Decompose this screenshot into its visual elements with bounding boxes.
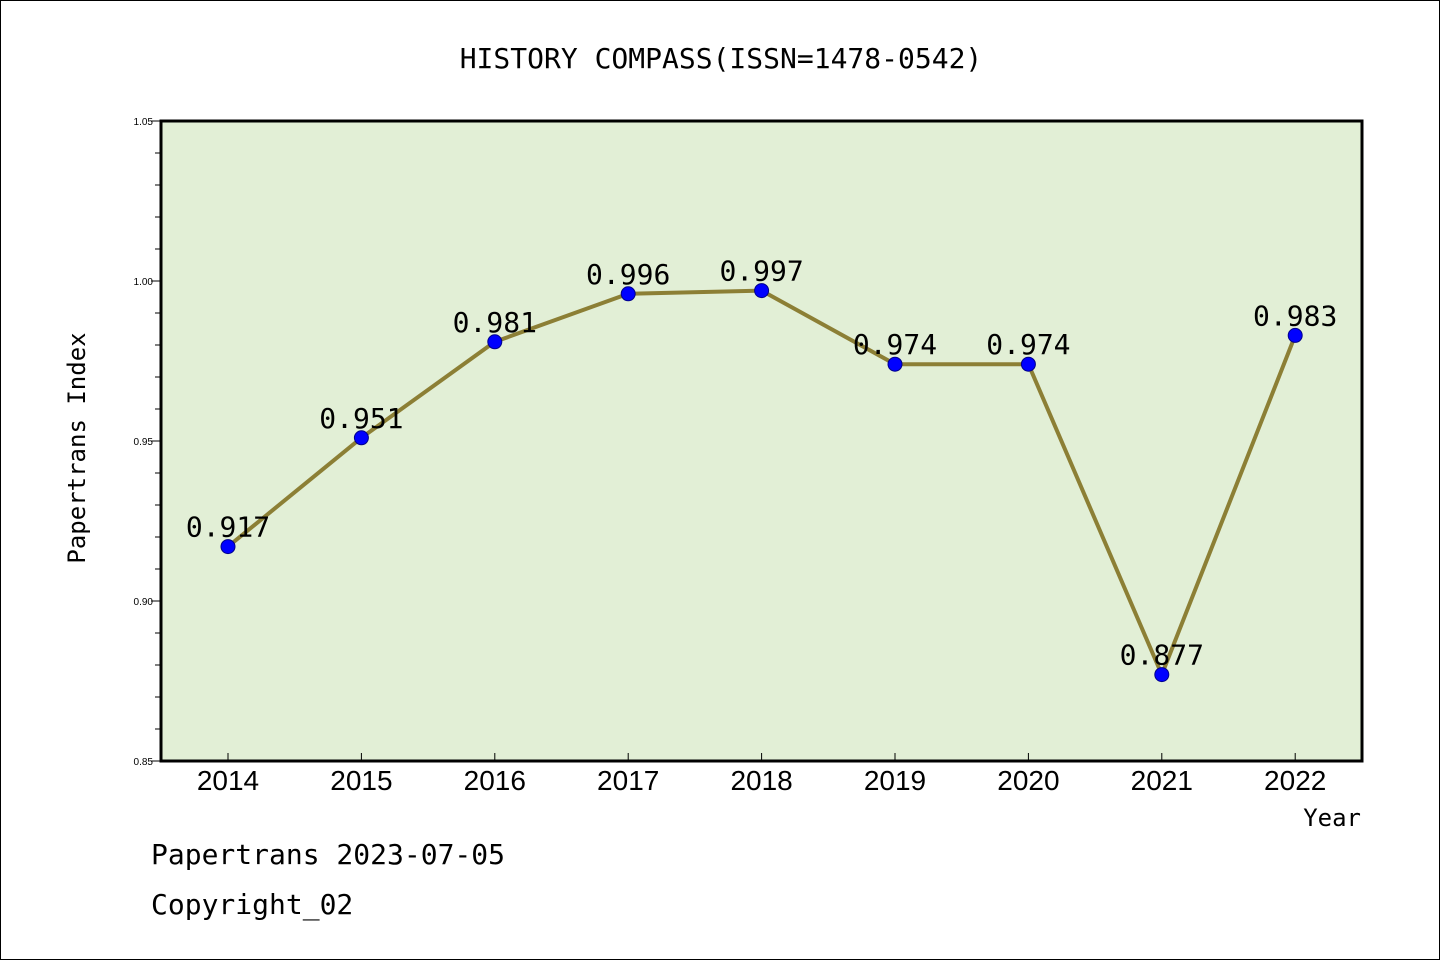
data-point bbox=[620, 286, 636, 302]
y-tick-label: 0.95 bbox=[134, 437, 154, 448]
data-point bbox=[1154, 667, 1170, 683]
data-point bbox=[887, 356, 903, 372]
data-label: 0.951 bbox=[319, 402, 403, 435]
data-label: 0.974 bbox=[986, 328, 1070, 361]
x-axis-label: Year bbox=[1303, 804, 1361, 832]
markers-layer bbox=[220, 283, 1303, 683]
x-tick-label: 2017 bbox=[597, 765, 659, 796]
data-point bbox=[1287, 327, 1303, 343]
x-tick-label: 2019 bbox=[864, 765, 926, 796]
data-label: 0.996 bbox=[586, 258, 670, 291]
x-tick-label: 2022 bbox=[1264, 765, 1326, 796]
y-tick-label: 1.00 bbox=[134, 277, 154, 288]
data-point bbox=[754, 283, 770, 299]
x-axis: 2014 2015 2016 2017 2018 2019 2020 2021 2022 bbox=[197, 753, 1326, 796]
y-tick-label: 0.90 bbox=[134, 597, 154, 608]
data-point bbox=[1020, 356, 1036, 372]
x-tick-label: 2018 bbox=[730, 765, 792, 796]
data-point bbox=[220, 539, 236, 555]
y-axis-label: Papertrans Index bbox=[63, 332, 91, 563]
x-tick-label: 2021 bbox=[1131, 765, 1193, 796]
footer-copyright-text: Copyright_02 bbox=[151, 888, 353, 922]
y-tick-label: 1.05 bbox=[134, 117, 154, 128]
data-label: 0.974 bbox=[853, 328, 937, 361]
x-tick-label: 2016 bbox=[464, 765, 526, 796]
footer-date-text: Papertrans 2023-07-05 bbox=[151, 838, 505, 871]
data-point bbox=[487, 334, 503, 350]
data-point bbox=[353, 430, 369, 446]
data-label: 0.917 bbox=[186, 511, 270, 544]
data-label: 0.981 bbox=[453, 306, 537, 339]
data-labels-layer: 0.917 0.951 0.981 0.996 0.997 0.974 0.974 0.877… bbox=[186, 255, 1337, 672]
data-label: 0.997 bbox=[719, 255, 803, 288]
y-tick-label: 0.85 bbox=[134, 757, 154, 768]
x-tick-label: 2020 bbox=[997, 765, 1059, 796]
x-tick-label: 2015 bbox=[330, 765, 392, 796]
chart-title: HISTORY COMPASS(ISSN=1478-0542) bbox=[460, 42, 983, 75]
data-label: 0.877 bbox=[1120, 639, 1204, 672]
data-label: 0.983 bbox=[1253, 299, 1337, 332]
x-tick-label: 2014 bbox=[197, 765, 259, 796]
y-axis: 0.85 0.90 0.95 1.00 1.05 bbox=[134, 117, 161, 768]
